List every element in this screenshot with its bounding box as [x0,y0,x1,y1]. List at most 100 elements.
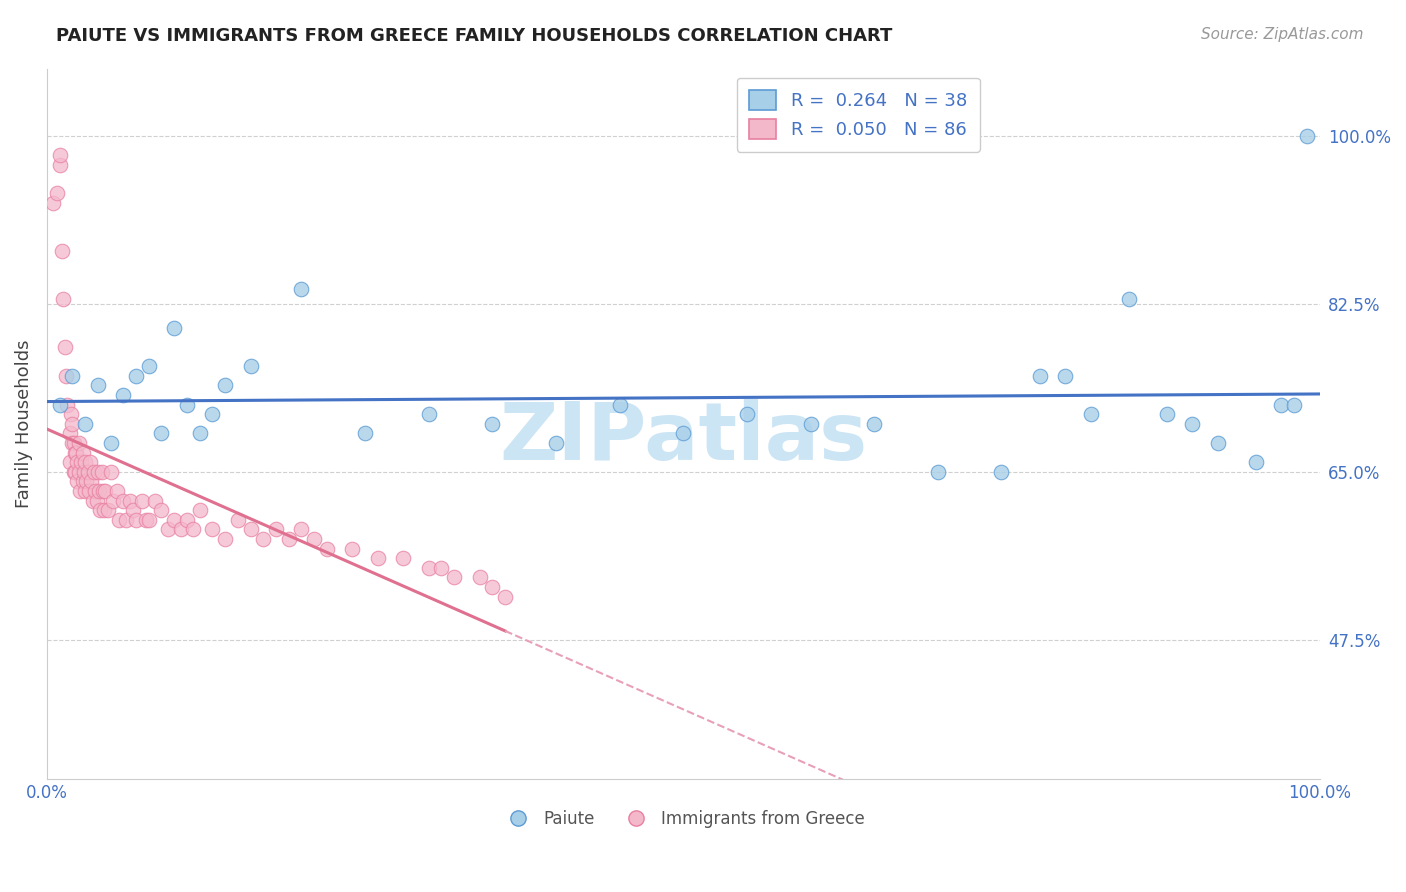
Point [87,483,110,498]
Point [176,397,198,411]
Point [66,455,89,469]
Point [62,465,84,479]
Point [60,407,83,421]
Point [135,513,157,527]
Point [87,465,110,479]
Point [418,560,440,574]
Point [66,475,89,489]
Point [316,541,339,556]
Point [392,551,415,566]
Point [264,522,287,536]
Point [52,292,75,306]
Point [290,282,312,296]
Point [169,522,191,536]
Point [1181,417,1204,431]
Point [1206,436,1229,450]
Point [65,445,87,459]
Point [1156,407,1178,421]
Point [239,522,262,536]
Point [48,148,70,162]
Point [63,465,86,479]
Point [46,186,69,201]
Point [59,455,82,469]
Point [82,493,104,508]
Point [188,503,211,517]
Point [443,570,465,584]
Point [1118,292,1140,306]
Point [418,407,440,421]
Point [1270,397,1292,411]
Point [188,426,211,441]
Point [93,503,115,517]
Point [60,417,83,431]
Point [84,483,107,498]
Point [60,368,83,383]
Point [90,465,112,479]
Point [181,522,204,536]
Point [239,359,262,373]
Point [1054,368,1077,383]
Point [87,378,110,392]
Point [481,417,503,431]
Point [86,493,108,508]
Point [114,513,136,527]
Point [367,551,389,566]
Text: Source: ZipAtlas.com: Source: ZipAtlas.com [1201,27,1364,42]
Point [430,560,453,574]
Point [163,513,186,527]
Point [67,436,90,450]
Point [354,426,377,441]
Point [70,455,93,469]
Point [122,503,145,517]
Point [1028,368,1050,383]
Point [672,426,695,441]
Point [494,590,516,604]
Point [75,455,97,469]
Point [80,475,103,489]
Point [55,368,77,383]
Point [863,417,886,431]
Point [1282,397,1305,411]
Point [42,195,65,210]
Point [118,493,141,508]
Point [105,483,128,498]
Point [927,465,949,479]
Point [48,397,70,411]
Legend: Paiute, Immigrants from Greece: Paiute, Immigrants from Greece [495,803,872,835]
Text: ZIPatlas: ZIPatlas [499,399,868,477]
Point [72,445,94,459]
Y-axis label: Family Households: Family Households [15,340,32,508]
Point [735,407,758,421]
Point [94,483,117,498]
Point [163,320,186,334]
Point [83,465,105,479]
Point [56,397,79,411]
Point [125,368,148,383]
Point [62,436,84,450]
Point [290,522,312,536]
Point [108,513,131,527]
Point [101,493,124,508]
Point [481,580,503,594]
Point [799,417,821,431]
Point [176,513,198,527]
Point [201,407,224,421]
Point [100,465,122,479]
Point [97,503,120,517]
Point [75,483,97,498]
Point [77,483,100,498]
Point [53,340,76,354]
Point [342,541,364,556]
Point [72,475,94,489]
Point [112,388,135,402]
Point [125,513,148,527]
Point [79,455,101,469]
Point [138,513,160,527]
Point [1080,407,1102,421]
Point [63,445,86,459]
Point [302,532,325,546]
Point [48,157,70,171]
Point [252,532,274,546]
Point [67,465,90,479]
Point [201,522,224,536]
